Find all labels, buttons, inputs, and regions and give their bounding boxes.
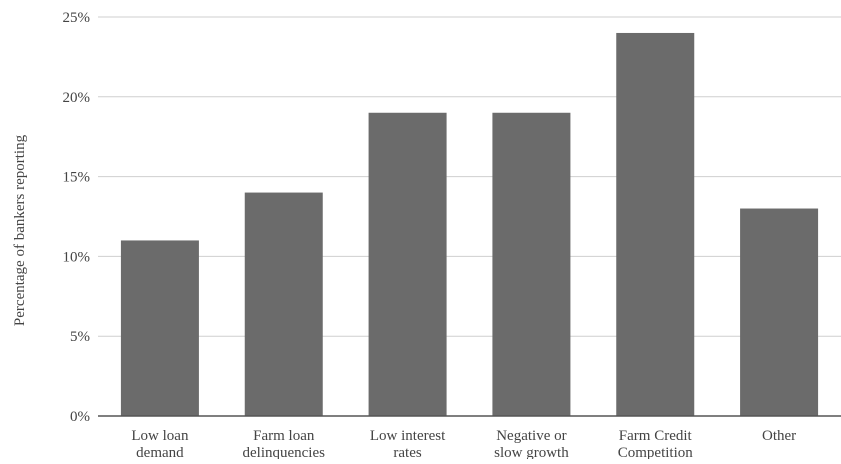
bar <box>492 112 571 416</box>
x-category-label: Negative or slow growth <box>494 428 569 459</box>
y-tick-labels: 0% 5% 10% 15% 20% 25% <box>63 10 91 425</box>
bar <box>120 240 199 416</box>
x-category-labels: Low loan demand Farm loan delinquencies Low … <box>131 428 796 461</box>
y-tick-label: 25% <box>63 10 91 26</box>
y-tick-label: 0% <box>70 409 90 425</box>
x-category-label: Other <box>762 428 796 444</box>
y-tick-label: 15% <box>63 170 91 186</box>
bar <box>368 112 447 416</box>
y-tick-label: 20% <box>63 90 91 106</box>
y-tick-label: 10% <box>63 249 91 265</box>
bars <box>120 32 819 417</box>
x-category-label: Farm Credit Competition <box>618 428 694 459</box>
grid-lines <box>98 16 841 337</box>
y-tick-label: 5% <box>70 329 90 345</box>
x-category-label: Low interest rates <box>370 428 446 459</box>
bar <box>244 192 323 416</box>
x-category-label: Farm loan delinquencies <box>243 428 326 459</box>
x-category-label: Low loan demand <box>131 428 189 459</box>
y-axis-title: Percentage of bankers reporting <box>12 134 28 326</box>
bar <box>740 208 819 416</box>
bar <box>616 32 695 417</box>
